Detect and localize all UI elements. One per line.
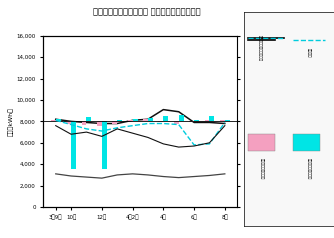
Bar: [209, 116, 214, 121]
Bar: [220, 120, 225, 121]
Text: 発電実績: 発電実績: [307, 48, 311, 58]
Text: 前年同月比（需要）: 前年同月比（需要）: [260, 158, 264, 179]
Bar: [174, 121, 179, 124]
Bar: [66, 121, 71, 124]
Bar: [133, 119, 138, 121]
Bar: [179, 115, 184, 121]
FancyBboxPatch shape: [248, 134, 275, 151]
Bar: [117, 120, 122, 121]
Bar: [225, 120, 230, 121]
Bar: [71, 121, 76, 169]
Bar: [81, 121, 87, 125]
Bar: [112, 121, 117, 124]
FancyBboxPatch shape: [293, 134, 321, 151]
Y-axis label: （百万kWh）: （百万kWh）: [8, 107, 14, 136]
Text: 前年同月比（発電）: 前年同月比（発電）: [307, 158, 311, 179]
Text: 電力需要実績・発電実績 及び前年同月比の推移: 電力需要実績・発電実績 及び前年同月比の推移: [93, 7, 201, 16]
Bar: [56, 119, 61, 121]
Bar: [189, 121, 194, 123]
Bar: [163, 116, 168, 121]
Y-axis label: （％）: （％）: [257, 116, 262, 127]
Bar: [158, 121, 163, 123]
Bar: [97, 121, 102, 126]
Bar: [204, 120, 209, 121]
Bar: [143, 119, 148, 121]
Text: 電力需要実績（需要端）: 電力需要実績（需要端）: [258, 35, 262, 61]
Bar: [102, 121, 107, 169]
Bar: [194, 120, 199, 121]
Bar: [51, 120, 56, 121]
Bar: [148, 118, 153, 121]
Bar: [87, 117, 92, 121]
Bar: [128, 120, 133, 121]
